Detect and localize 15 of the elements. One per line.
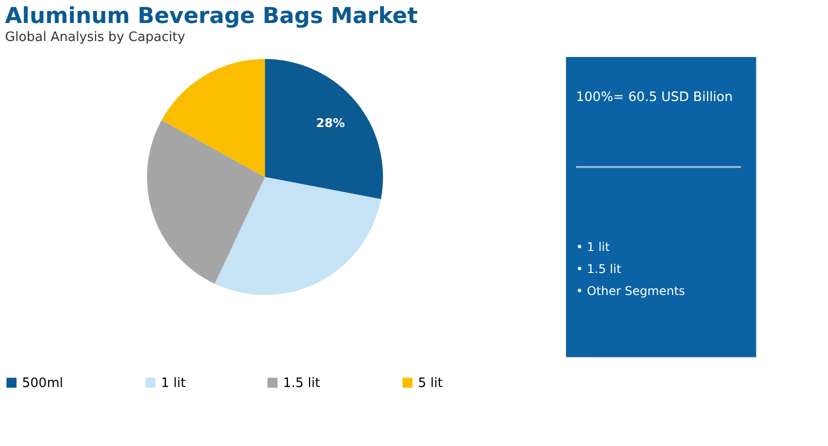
- pie-slice: [162, 59, 265, 177]
- text: 100%= 60.5 USD Billion: [576, 90, 733, 105]
- legend-label: 1.5 lit: [283, 376, 320, 391]
- legend-label: 500ml: [22, 376, 64, 391]
- legend-label: 5 lit: [418, 376, 443, 391]
- text: • 1.5 lit: [576, 262, 622, 276]
- chart-title: Aluminum Beverage Bags Market: [5, 4, 418, 29]
- legend-label: 1 lit: [161, 376, 186, 391]
- text: • Other Segments: [576, 284, 686, 298]
- text: • 1 lit: [576, 240, 610, 254]
- data-label: 28%: [316, 116, 345, 130]
- pie-slice: [147, 120, 265, 284]
- pie-slice: [214, 177, 381, 295]
- pie-slice: [265, 59, 383, 200]
- chart-subtitle: Global Analysis by Capacity: [5, 30, 186, 45]
